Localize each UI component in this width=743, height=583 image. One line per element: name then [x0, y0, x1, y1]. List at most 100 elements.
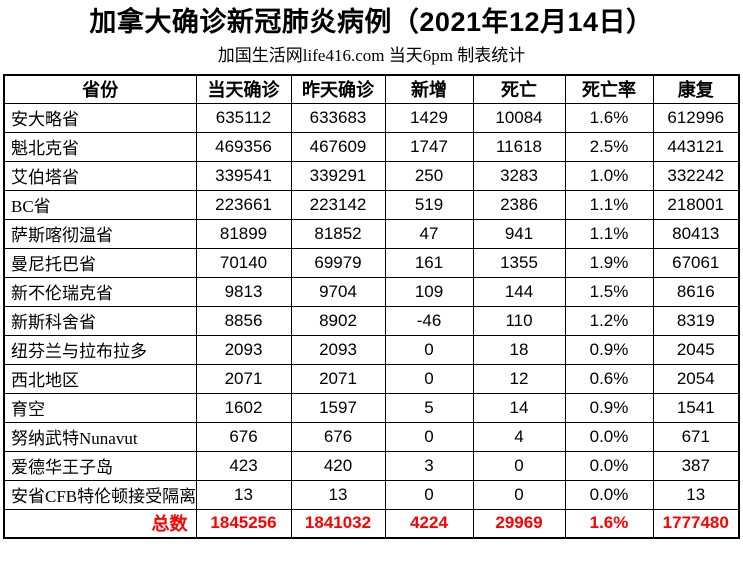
value-cell: 110 — [472, 305, 566, 336]
value-cell: 1597 — [290, 392, 386, 423]
province-cell: 萨斯喀彻温省 — [3, 218, 197, 249]
value-cell: 81852 — [290, 218, 386, 249]
column-header: 新增 — [384, 74, 474, 104]
value-cell: 676 — [290, 421, 386, 452]
table-row: 新不伦瑞克省 9813 9704 109 144 1.5% 8616 — [3, 276, 740, 307]
province-cell: 努纳武特Nunavut — [3, 421, 197, 452]
value-cell: 18 — [472, 334, 566, 365]
value-cell: 223661 — [195, 189, 292, 220]
table-row: 曼尼托巴省 70140 69979 161 1355 1.9% 67061 — [3, 247, 740, 278]
value-cell: 80413 — [652, 218, 740, 249]
value-cell: 67061 — [652, 247, 740, 278]
value-cell: 1.5% — [564, 276, 654, 307]
value-cell: 469356 — [195, 131, 292, 162]
value-cell: 0.0% — [564, 479, 654, 510]
value-cell: 9813 — [195, 276, 292, 307]
table-row: 艾伯塔省 339541 339291 250 3283 1.0% 332242 — [3, 160, 740, 191]
value-cell: 2045 — [652, 334, 740, 365]
table-row: 努纳武特Nunavut 676 676 0 4 0.0% 671 — [3, 421, 740, 452]
total-value-cell: 4224 — [384, 508, 474, 539]
value-cell: 1355 — [472, 247, 566, 278]
value-cell: 2071 — [195, 363, 292, 394]
total-value-cell: 29969 — [472, 508, 566, 539]
value-cell: 9704 — [290, 276, 386, 307]
province-cell: BC省 — [3, 189, 197, 220]
value-cell: 8319 — [652, 305, 740, 336]
column-header: 死亡率 — [564, 74, 654, 104]
totals-row: 总数 1845256 1841032 4224 29969 1.6% 1777480 — [3, 508, 740, 539]
value-cell: 635112 — [195, 102, 292, 133]
totals-label: 总数 — [3, 508, 197, 539]
table-body: 安大略省 635112 633683 1429 10084 1.6% 612996 魁北克省 4… — [3, 102, 740, 539]
value-cell: 81899 — [195, 218, 292, 249]
value-cell: 0.6% — [564, 363, 654, 394]
value-cell: 5 — [384, 392, 474, 423]
header-row: 省份 当天确诊 昨天确诊 新增 死亡 死亡率 康复 — [3, 74, 740, 104]
covid-stats-table: 省份 当天确诊 昨天确诊 新增 死亡 死亡率 康复 安大略省 635112 633683 1429… — [3, 74, 740, 539]
value-cell: 218001 — [652, 189, 740, 220]
value-cell: 2054 — [652, 363, 740, 394]
value-cell: 109 — [384, 276, 474, 307]
province-cell: 安省CFB特伦顿接受隔离 — [3, 479, 197, 510]
value-cell: 612996 — [652, 102, 740, 133]
value-cell: 223142 — [290, 189, 386, 220]
value-cell: 4 — [472, 421, 566, 452]
province-cell: 纽芬兰与拉布拉多 — [3, 334, 197, 365]
value-cell: 0 — [472, 450, 566, 481]
value-cell: 332242 — [652, 160, 740, 191]
value-cell: 8856 — [195, 305, 292, 336]
value-cell: 2.5% — [564, 131, 654, 162]
value-cell: 2386 — [472, 189, 566, 220]
total-value-cell: 1845256 — [195, 508, 292, 539]
total-value-cell: 1.6% — [564, 508, 654, 539]
value-cell: 47 — [384, 218, 474, 249]
page-title: 加拿大确诊新冠肺炎病例（2021年12月14日） — [89, 7, 654, 37]
table-row: 育空 1602 1597 5 14 0.9% 1541 — [3, 392, 740, 423]
value-cell: 3283 — [472, 160, 566, 191]
column-header: 昨天确诊 — [290, 74, 386, 104]
value-cell: 70140 — [195, 247, 292, 278]
value-cell: 144 — [472, 276, 566, 307]
value-cell: 10084 — [472, 102, 566, 133]
value-cell: 2093 — [290, 334, 386, 365]
column-header: 康复 — [652, 74, 740, 104]
value-cell: 1.2% — [564, 305, 654, 336]
value-cell: 941 — [472, 218, 566, 249]
value-cell: 0.0% — [564, 421, 654, 452]
value-cell: 1429 — [384, 102, 474, 133]
subtitle: 加国生活网life416.com 当天6pm 制表统计 — [217, 46, 526, 65]
province-cell: 艾伯塔省 — [3, 160, 197, 191]
value-cell: 69979 — [290, 247, 386, 278]
value-cell: 339541 — [195, 160, 292, 191]
total-value-cell: 1777480 — [652, 508, 740, 539]
value-cell: 0.9% — [564, 392, 654, 423]
value-cell: 3 — [384, 450, 474, 481]
value-cell: 12 — [472, 363, 566, 394]
table-row: 萨斯喀彻温省 81899 81852 47 941 1.1% 80413 — [3, 218, 740, 249]
value-cell: 250 — [384, 160, 474, 191]
value-cell: 0 — [472, 479, 566, 510]
value-cell: 1541 — [652, 392, 740, 423]
table-row: 安大略省 635112 633683 1429 10084 1.6% 612996 — [3, 102, 740, 133]
value-cell: 8616 — [652, 276, 740, 307]
value-cell: 467609 — [290, 131, 386, 162]
value-cell: 11618 — [472, 131, 566, 162]
total-value-cell: 1841032 — [290, 508, 386, 539]
table-row: 新斯科舍省 8856 8902 -46 110 1.2% 8319 — [3, 305, 740, 336]
value-cell: 0 — [384, 334, 474, 365]
province-cell: 安大略省 — [3, 102, 197, 133]
column-header: 省份 — [3, 74, 197, 104]
value-cell: 13 — [290, 479, 386, 510]
value-cell: 8902 — [290, 305, 386, 336]
value-cell: 2071 — [290, 363, 386, 394]
province-cell: 新不伦瑞克省 — [3, 276, 197, 307]
table-row: 魁北克省 469356 467609 1747 11618 2.5% 443121 — [3, 131, 740, 162]
value-cell: 420 — [290, 450, 386, 481]
value-cell: 519 — [384, 189, 474, 220]
value-cell: 0 — [384, 363, 474, 394]
value-cell: 339291 — [290, 160, 386, 191]
value-cell: 671 — [652, 421, 740, 452]
province-cell: 曼尼托巴省 — [3, 247, 197, 278]
province-cell: 西北地区 — [3, 363, 197, 394]
